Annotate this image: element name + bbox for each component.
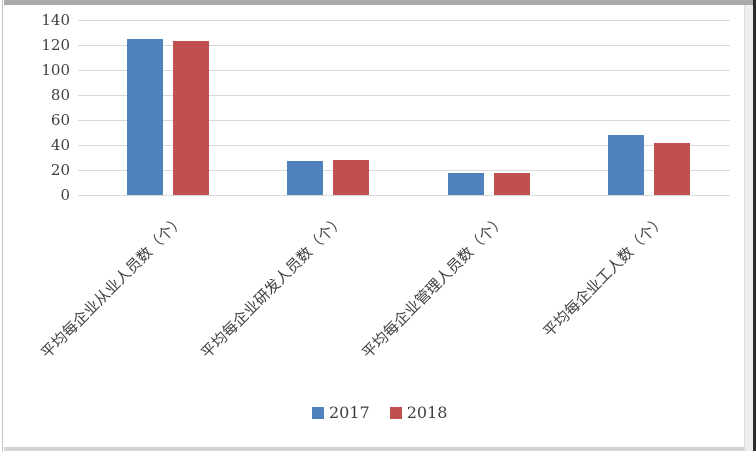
legend-swatch-2017 xyxy=(312,407,324,419)
page-bottom-edge xyxy=(4,447,745,451)
y-axis-tick-label: 0 xyxy=(60,186,70,204)
gridline xyxy=(78,145,730,146)
bar-2018 xyxy=(173,41,209,195)
y-axis-tick-label: 80 xyxy=(50,86,70,104)
bar-2018 xyxy=(333,160,370,195)
gridline xyxy=(78,120,730,121)
legend-swatch-2018 xyxy=(389,407,402,419)
bar-2017 xyxy=(607,135,644,195)
bar-2017 xyxy=(447,172,484,195)
gridline xyxy=(78,70,730,71)
gridline xyxy=(78,170,730,171)
legend-label: 2017 xyxy=(329,403,370,422)
chart-legend: 2017 2018 xyxy=(312,405,447,421)
y-axis-tick-label: 100 xyxy=(41,61,70,79)
page-right-gutter xyxy=(744,5,753,451)
page-left-edge xyxy=(2,0,3,451)
page-right-edge xyxy=(753,0,756,451)
legend-item: 2018 xyxy=(389,403,448,422)
legend-item: 2017 xyxy=(312,405,370,421)
gridline xyxy=(78,20,730,21)
y-axis-tick-label: 20 xyxy=(50,161,70,179)
gridline xyxy=(78,195,730,196)
y-axis-tick-label: 120 xyxy=(41,36,70,54)
y-axis-tick-label: 140 xyxy=(41,11,70,29)
bar-2018 xyxy=(493,172,530,195)
bar-2017 xyxy=(127,38,163,195)
gridline xyxy=(78,45,730,46)
page-top-edge xyxy=(4,0,756,5)
bar-2018 xyxy=(653,142,690,195)
bar-2017 xyxy=(287,161,324,195)
y-axis-tick-label: 40 xyxy=(50,136,70,154)
gridline xyxy=(78,95,730,96)
legend-label: 2018 xyxy=(406,403,448,422)
y-axis-tick-label: 60 xyxy=(50,111,70,129)
